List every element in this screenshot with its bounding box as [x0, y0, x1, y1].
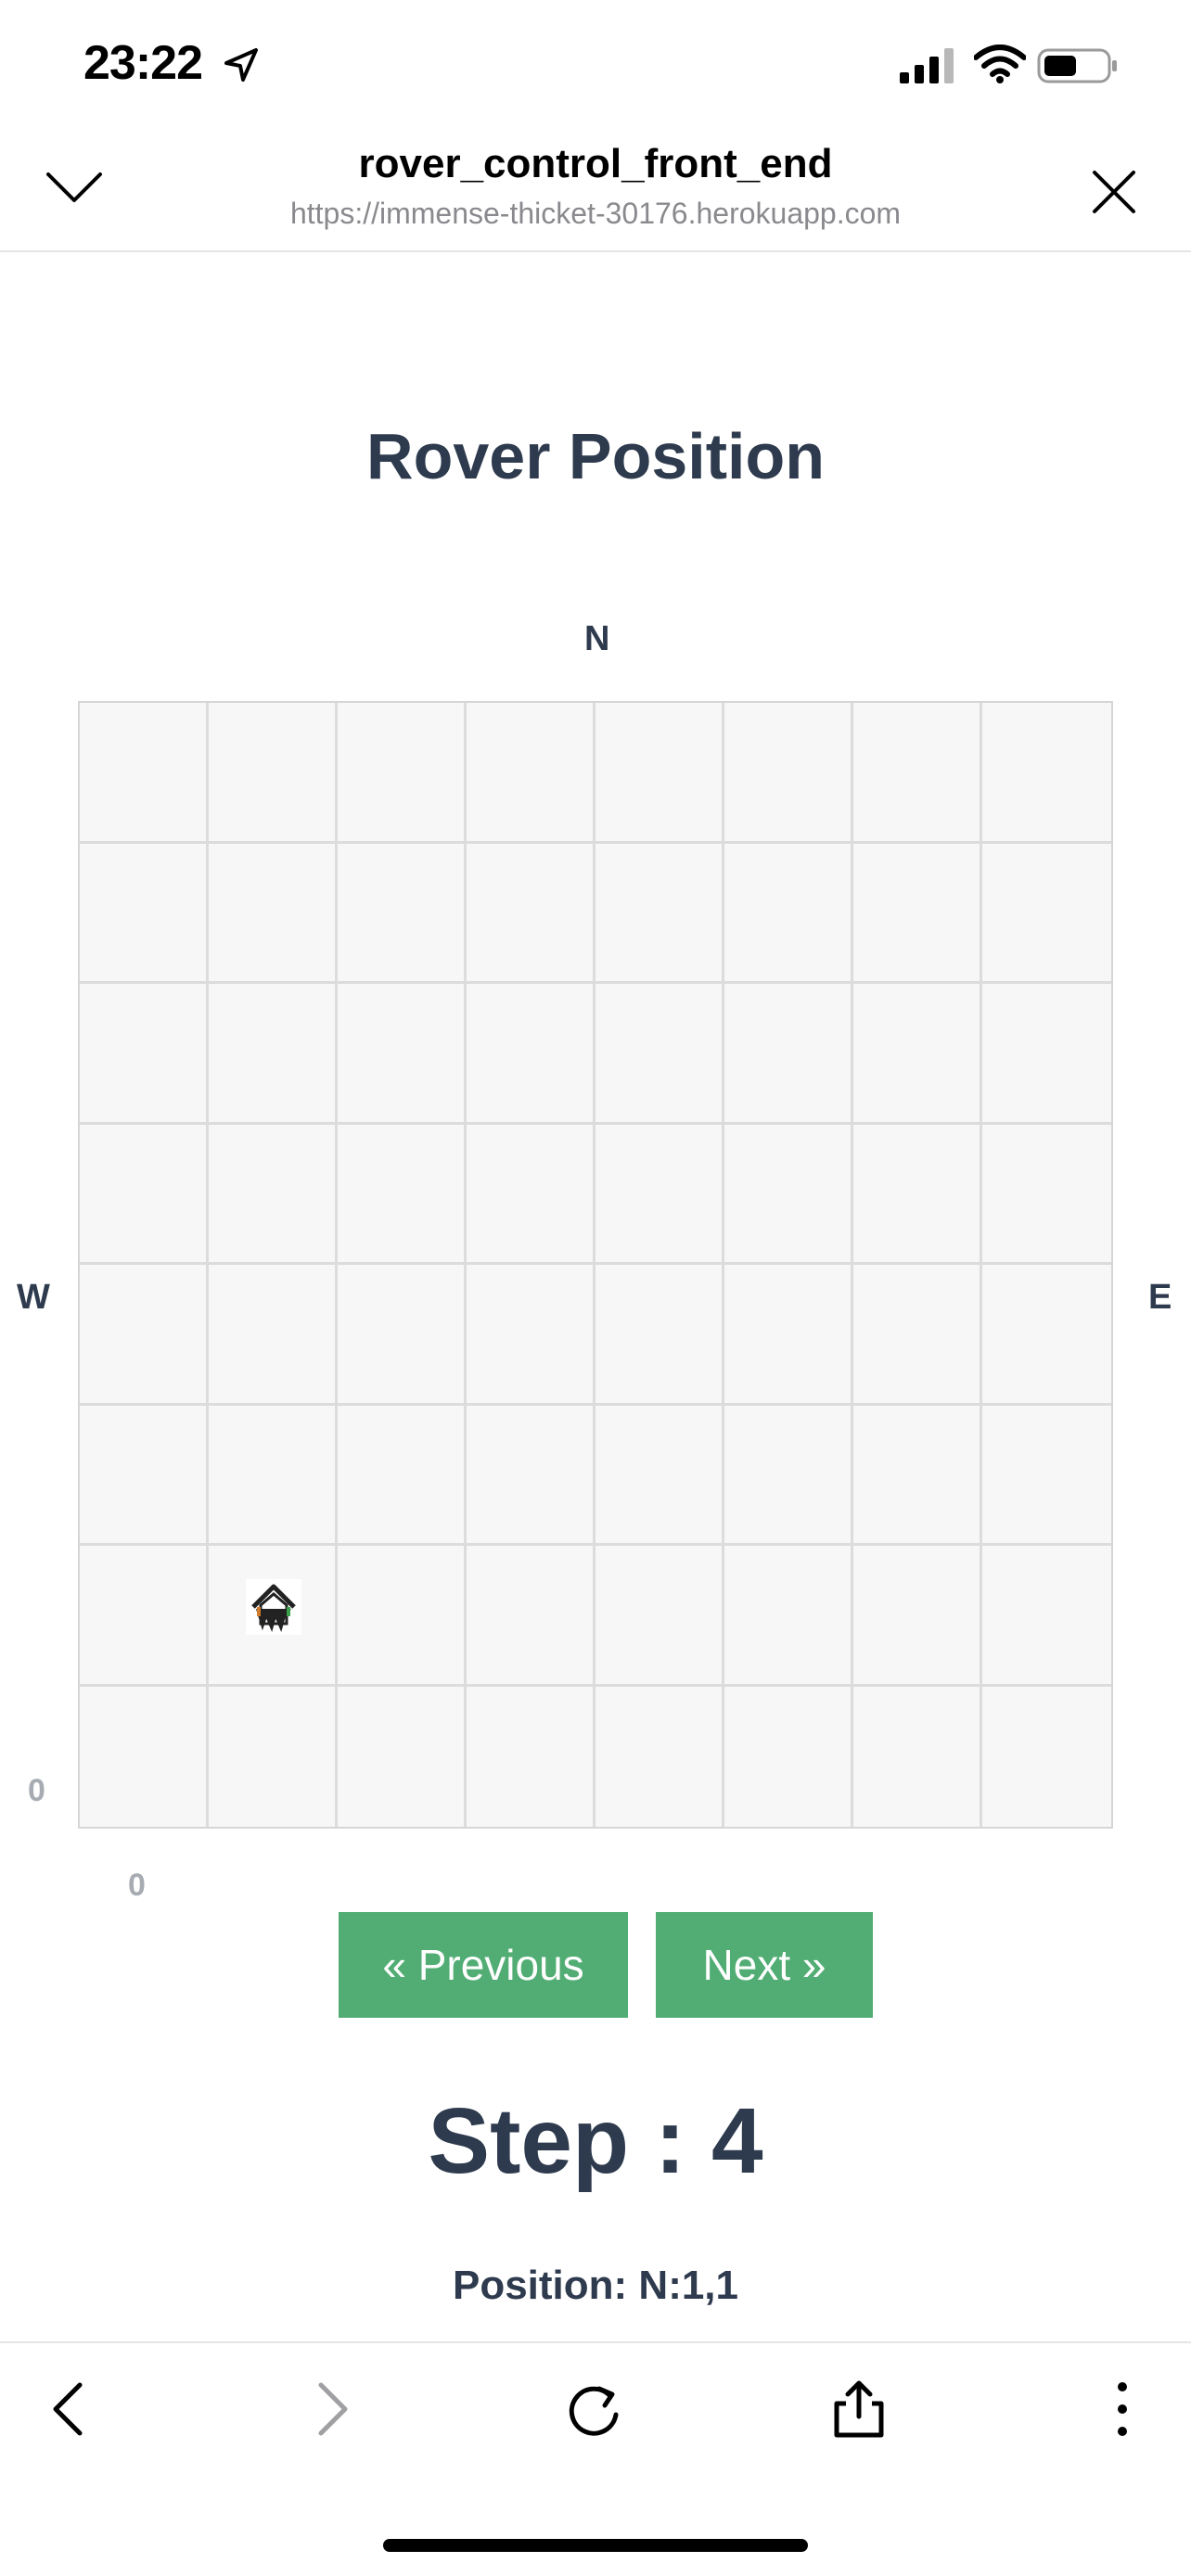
- previous-button[interactable]: « Previous: [339, 1912, 628, 2018]
- grid-cell: [853, 1546, 982, 1687]
- position-readout: Position: N:1,1: [452, 2263, 739, 2308]
- grid-cell: [209, 1546, 338, 1687]
- grid-cell: [853, 843, 982, 984]
- back-icon[interactable]: [35, 2376, 102, 2442]
- grid-cell: [724, 1265, 853, 1406]
- grid-cell: [209, 703, 338, 844]
- grid-cell: [596, 703, 724, 844]
- grid-cell: [209, 1124, 338, 1265]
- home-indicator: [383, 2539, 808, 2552]
- grid-cell: [209, 1686, 338, 1827]
- grid-cell: [338, 703, 467, 844]
- grid-cell: [724, 843, 853, 984]
- grid-cell: [467, 1546, 596, 1687]
- y-axis-origin-label: 0: [28, 1773, 45, 1808]
- grid-cell: [596, 1686, 724, 1827]
- grid-cell: [596, 1546, 724, 1687]
- page-title: Rover Position: [366, 420, 825, 492]
- grid-cell: [209, 984, 338, 1125]
- grid-cell: [724, 1124, 853, 1265]
- grid-cell: [467, 984, 596, 1125]
- cellular-signal-icon: [900, 48, 954, 83]
- grid-cell: [982, 1125, 1111, 1265]
- grid-cell: [853, 1124, 982, 1265]
- compass-east-label: E: [1148, 1278, 1172, 1317]
- grid-cell: [853, 1265, 982, 1406]
- grid-cell: [80, 1265, 209, 1406]
- rover-icon: [246, 1579, 301, 1635]
- chevron-down-icon[interactable]: [45, 167, 104, 208]
- grid-cell: [338, 1405, 467, 1546]
- x-axis-origin-label: 0: [128, 1868, 146, 1903]
- compass-west-label: W: [17, 1278, 50, 1317]
- grid-cell: [80, 843, 209, 984]
- grid-cell: [209, 843, 338, 984]
- rover-grid: [78, 701, 1113, 1829]
- toolbar-divider: [0, 2341, 1191, 2343]
- forward-icon[interactable]: [299, 2376, 365, 2442]
- grid-cell: [724, 703, 853, 844]
- grid-cell: [80, 984, 209, 1125]
- location-arrow-icon: [224, 48, 258, 82]
- compass-north-label: N: [584, 619, 610, 658]
- grid-cell: [80, 1405, 209, 1546]
- grid-cell: [982, 1406, 1111, 1546]
- grid-cell: [80, 703, 209, 844]
- browser-page-title: rover_control_front_end: [358, 141, 833, 186]
- grid-cell: [80, 1686, 209, 1827]
- browser-url: https://immense-thicket-30176.herokuapp.…: [289, 197, 902, 230]
- reload-icon[interactable]: [562, 2376, 629, 2442]
- grid-cell: [467, 1265, 596, 1406]
- grid-cell: [982, 1546, 1111, 1687]
- grid-cell: [982, 844, 1111, 984]
- grid-cell: [467, 1124, 596, 1265]
- grid-cell: [596, 1265, 724, 1406]
- grid-cell: [338, 843, 467, 984]
- close-icon[interactable]: [1091, 169, 1137, 215]
- grid-cell: [80, 1546, 209, 1687]
- grid-cell: [853, 1405, 982, 1546]
- grid-cell: [209, 1265, 338, 1406]
- header-divider: [0, 250, 1191, 252]
- grid-cell: [982, 703, 1111, 844]
- grid-cell: [338, 1124, 467, 1265]
- share-icon[interactable]: [826, 2376, 892, 2442]
- grid-cell: [596, 1405, 724, 1546]
- grid-cell: [982, 1265, 1111, 1406]
- grid-cell: [80, 1124, 209, 1265]
- grid-cell: [724, 1546, 853, 1687]
- grid-cell: [467, 1405, 596, 1546]
- wifi-icon: [974, 45, 1026, 83]
- grid-cell: [853, 1686, 982, 1827]
- status-time: 23:22: [83, 36, 203, 90]
- grid-cell: [596, 843, 724, 984]
- grid-cell: [467, 1686, 596, 1827]
- grid-cell: [596, 984, 724, 1125]
- next-button[interactable]: Next »: [656, 1912, 873, 2018]
- battery-icon: [1037, 48, 1117, 83]
- grid-cell: [596, 1124, 724, 1265]
- grid-cell: [724, 984, 853, 1125]
- grid-cell: [853, 984, 982, 1125]
- grid-cell: [467, 843, 596, 984]
- grid-cell: [724, 1405, 853, 1546]
- grid-cell: [982, 1687, 1111, 1828]
- grid-cell: [853, 703, 982, 844]
- grid-cell: [338, 1265, 467, 1406]
- grid-cell: [338, 984, 467, 1125]
- grid-cell: [338, 1546, 467, 1687]
- step-counter: Step : 4: [428, 2089, 763, 2193]
- grid-cell: [209, 1405, 338, 1546]
- grid-cell: [467, 703, 596, 844]
- grid-cell: [338, 1686, 467, 1827]
- grid-cell: [982, 984, 1111, 1125]
- more-icon[interactable]: [1089, 2376, 1156, 2442]
- grid-cell: [724, 1686, 853, 1827]
